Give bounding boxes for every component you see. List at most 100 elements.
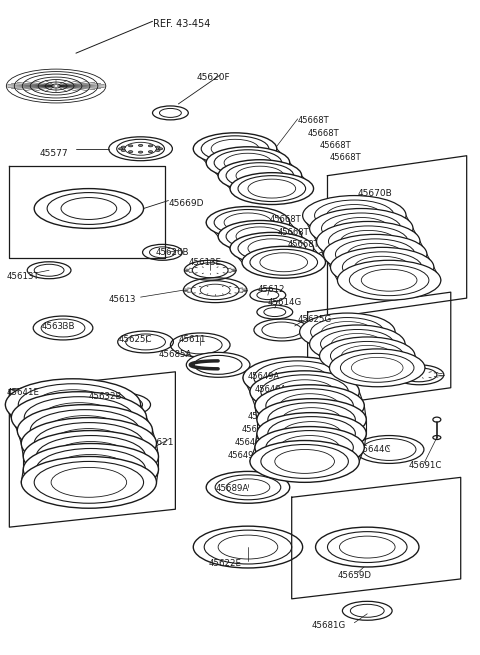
Ellipse shape: [34, 422, 144, 464]
Ellipse shape: [238, 176, 306, 202]
Ellipse shape: [12, 392, 146, 443]
Ellipse shape: [311, 318, 384, 346]
Ellipse shape: [402, 550, 407, 552]
Ellipse shape: [324, 234, 427, 274]
Ellipse shape: [214, 210, 282, 235]
Ellipse shape: [392, 540, 396, 543]
Ellipse shape: [121, 146, 126, 148]
Ellipse shape: [34, 189, 144, 229]
Text: 45613T: 45613T: [6, 272, 39, 281]
Ellipse shape: [351, 358, 403, 379]
Text: 45685A: 45685A: [158, 350, 192, 359]
Ellipse shape: [336, 239, 415, 270]
Ellipse shape: [266, 430, 353, 464]
Ellipse shape: [36, 436, 145, 477]
Ellipse shape: [314, 200, 394, 231]
Text: 45649A: 45649A: [248, 372, 280, 381]
Text: 45668T: 45668T: [298, 252, 329, 261]
Ellipse shape: [53, 441, 129, 472]
Text: 45668T: 45668T: [270, 215, 301, 225]
Ellipse shape: [121, 149, 126, 151]
Text: 45641E: 45641E: [6, 388, 39, 397]
Text: 45613: 45613: [109, 295, 136, 304]
Ellipse shape: [337, 260, 441, 300]
Ellipse shape: [250, 441, 360, 482]
Ellipse shape: [365, 539, 370, 542]
Text: 45612: 45612: [258, 285, 286, 294]
Ellipse shape: [51, 468, 127, 497]
Ellipse shape: [24, 397, 133, 439]
Ellipse shape: [41, 403, 117, 432]
Ellipse shape: [206, 206, 290, 238]
Ellipse shape: [339, 536, 395, 558]
Ellipse shape: [328, 542, 333, 545]
Text: 45622E: 45622E: [208, 559, 241, 568]
Text: 45626B: 45626B: [156, 248, 189, 257]
Ellipse shape: [334, 217, 389, 239]
Ellipse shape: [242, 246, 325, 278]
Ellipse shape: [316, 221, 420, 261]
Text: 45669D: 45669D: [168, 198, 204, 208]
Text: 45670B: 45670B: [357, 189, 392, 198]
Ellipse shape: [194, 356, 242, 374]
Text: 45649A: 45649A: [235, 438, 267, 447]
Ellipse shape: [260, 253, 308, 272]
Ellipse shape: [53, 455, 129, 484]
Ellipse shape: [280, 436, 339, 459]
Ellipse shape: [18, 384, 128, 426]
Ellipse shape: [361, 269, 417, 291]
Ellipse shape: [186, 352, 250, 377]
Ellipse shape: [261, 375, 348, 409]
Ellipse shape: [243, 357, 352, 399]
Text: 45649A: 45649A: [248, 411, 280, 421]
Ellipse shape: [392, 551, 396, 554]
Ellipse shape: [342, 252, 422, 283]
Ellipse shape: [5, 379, 141, 430]
Ellipse shape: [332, 333, 383, 354]
Ellipse shape: [148, 151, 153, 153]
Ellipse shape: [328, 226, 408, 257]
Ellipse shape: [321, 548, 326, 551]
Text: 45691C: 45691C: [409, 461, 443, 470]
Ellipse shape: [327, 532, 407, 563]
Ellipse shape: [341, 345, 393, 366]
Ellipse shape: [320, 337, 415, 375]
Ellipse shape: [23, 430, 158, 482]
Ellipse shape: [21, 418, 156, 470]
Ellipse shape: [268, 417, 355, 451]
Ellipse shape: [119, 148, 123, 150]
Text: 45689A: 45689A: [215, 484, 248, 493]
Text: 45668T: 45668T: [278, 229, 310, 237]
Text: 45625C: 45625C: [119, 335, 152, 344]
Ellipse shape: [340, 231, 396, 252]
Ellipse shape: [236, 166, 284, 185]
Ellipse shape: [310, 325, 405, 363]
Ellipse shape: [36, 449, 145, 491]
Ellipse shape: [365, 552, 370, 555]
Text: 45614G: 45614G: [268, 298, 302, 307]
Ellipse shape: [282, 407, 341, 432]
Text: 45621: 45621: [145, 438, 174, 447]
Ellipse shape: [354, 256, 410, 278]
Ellipse shape: [238, 235, 306, 261]
Ellipse shape: [230, 173, 313, 204]
Ellipse shape: [408, 548, 413, 551]
Ellipse shape: [379, 539, 384, 542]
Text: REF. 43-454: REF. 43-454: [153, 19, 210, 29]
Ellipse shape: [129, 145, 133, 147]
Ellipse shape: [255, 426, 364, 468]
Ellipse shape: [138, 144, 143, 147]
Ellipse shape: [214, 150, 282, 176]
Ellipse shape: [261, 445, 348, 478]
Ellipse shape: [349, 265, 429, 295]
Ellipse shape: [322, 322, 373, 343]
Ellipse shape: [348, 244, 403, 265]
Ellipse shape: [315, 527, 419, 567]
Ellipse shape: [218, 160, 301, 191]
Ellipse shape: [236, 227, 284, 246]
Ellipse shape: [129, 151, 133, 153]
Ellipse shape: [21, 457, 156, 508]
Ellipse shape: [300, 313, 395, 351]
Ellipse shape: [338, 540, 343, 543]
Text: 45668T: 45668T: [288, 240, 319, 250]
